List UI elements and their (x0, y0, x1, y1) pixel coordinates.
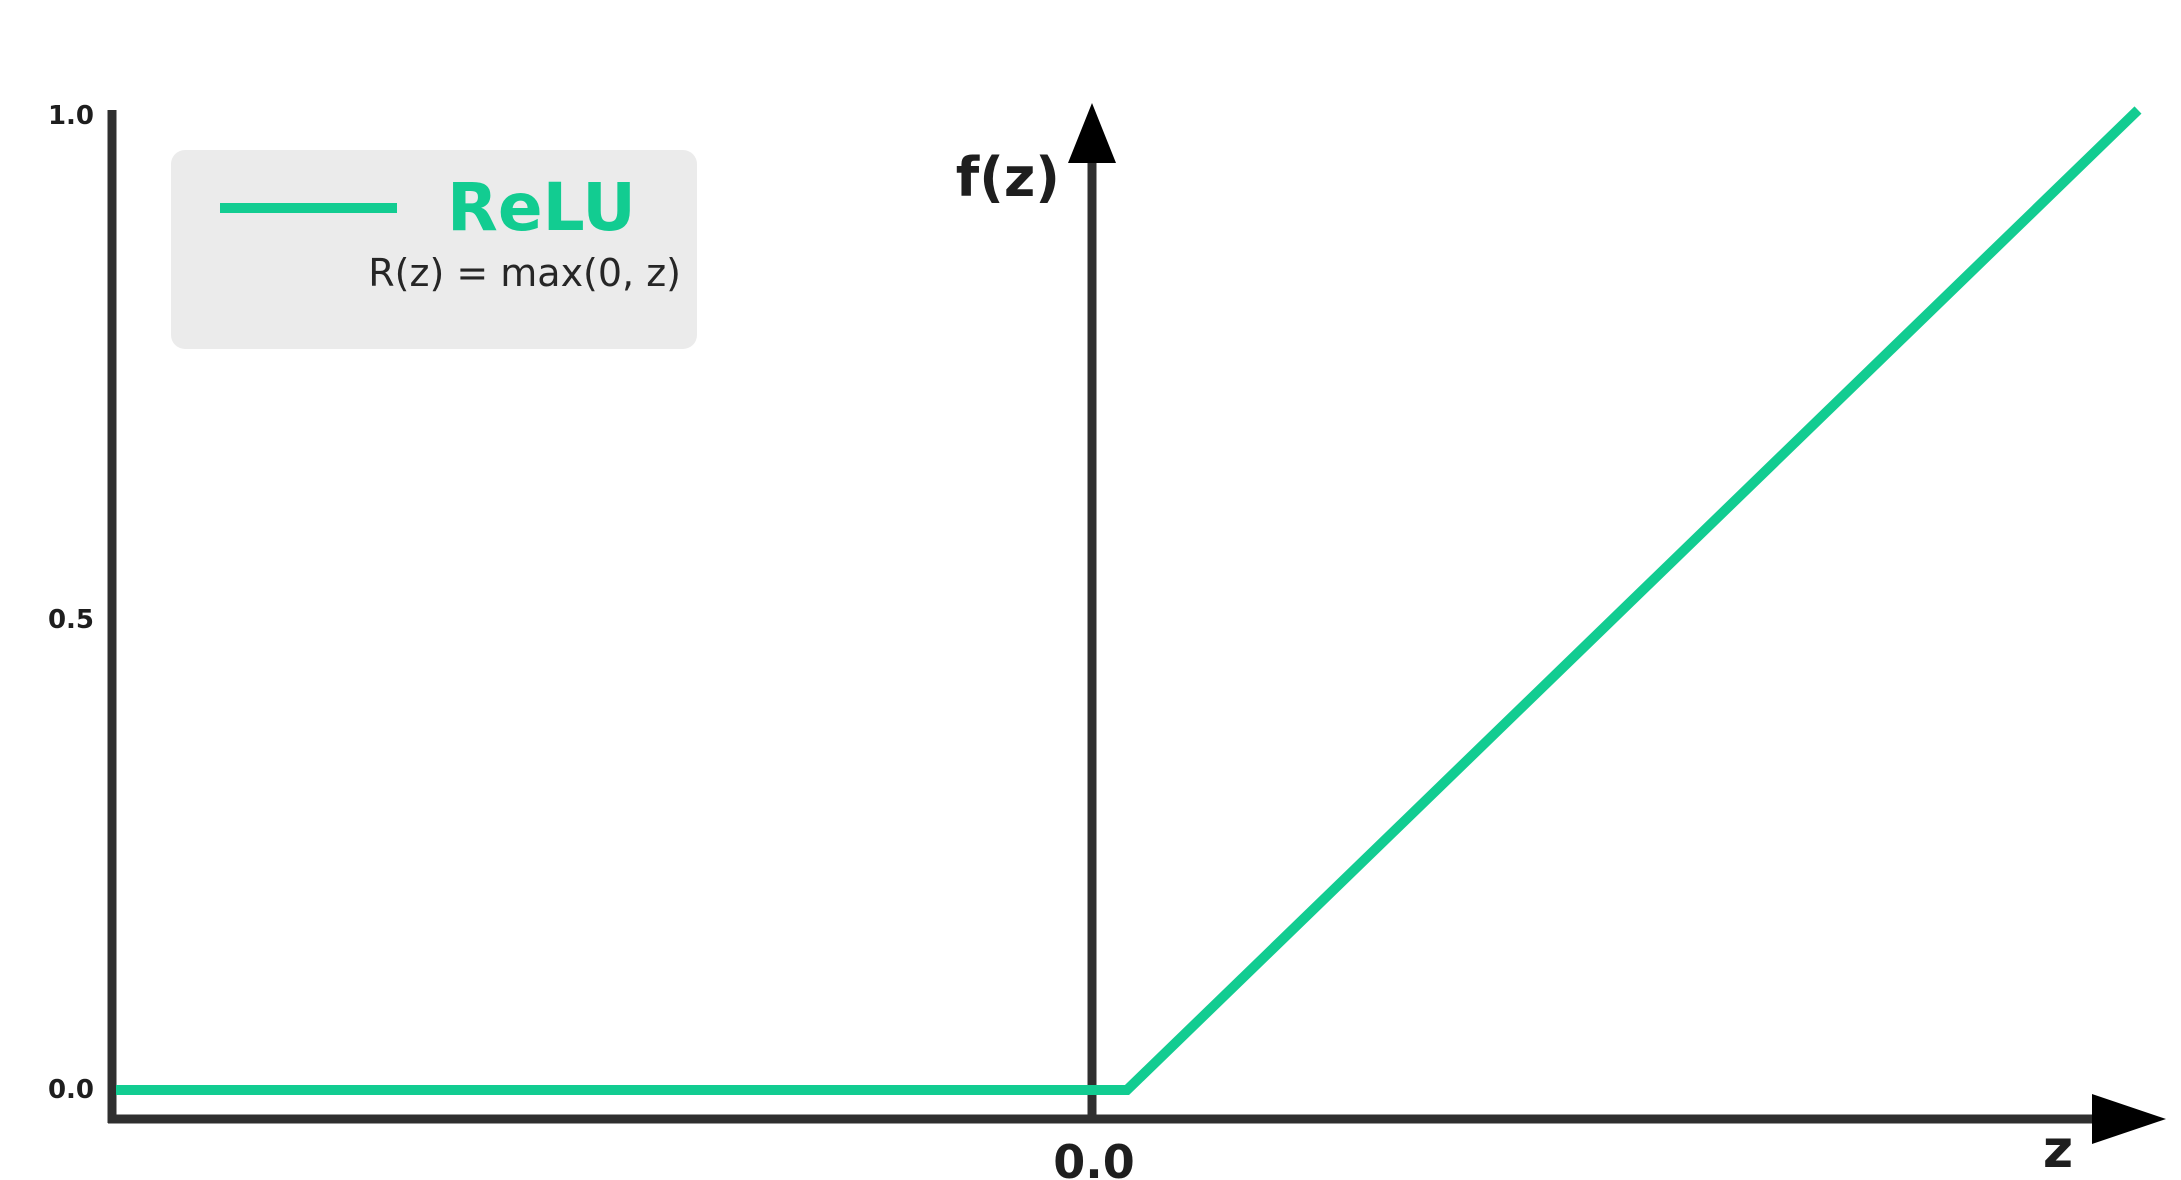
legend: ReLU R(z) = max(0, z) (171, 150, 697, 349)
x-tick-label: 0.0 (1053, 1135, 1135, 1180)
y-tick-label: 0.0 (48, 1075, 94, 1105)
y-tick-label: 1.0 (48, 101, 94, 131)
series-line-relu (116, 106, 2142, 1095)
legend-formula: R(z) = max(0, z) (368, 251, 681, 295)
legend-box (171, 150, 697, 349)
x-axis-arrow (2092, 1094, 2166, 1144)
x-axis-title: z (2043, 1120, 2073, 1180)
legend-series-label: ReLU (447, 169, 636, 246)
y-tick-label: 0.5 (48, 605, 94, 635)
y-axis-arrow (1068, 103, 1116, 163)
y-axis-title: f(z) (956, 146, 1060, 209)
